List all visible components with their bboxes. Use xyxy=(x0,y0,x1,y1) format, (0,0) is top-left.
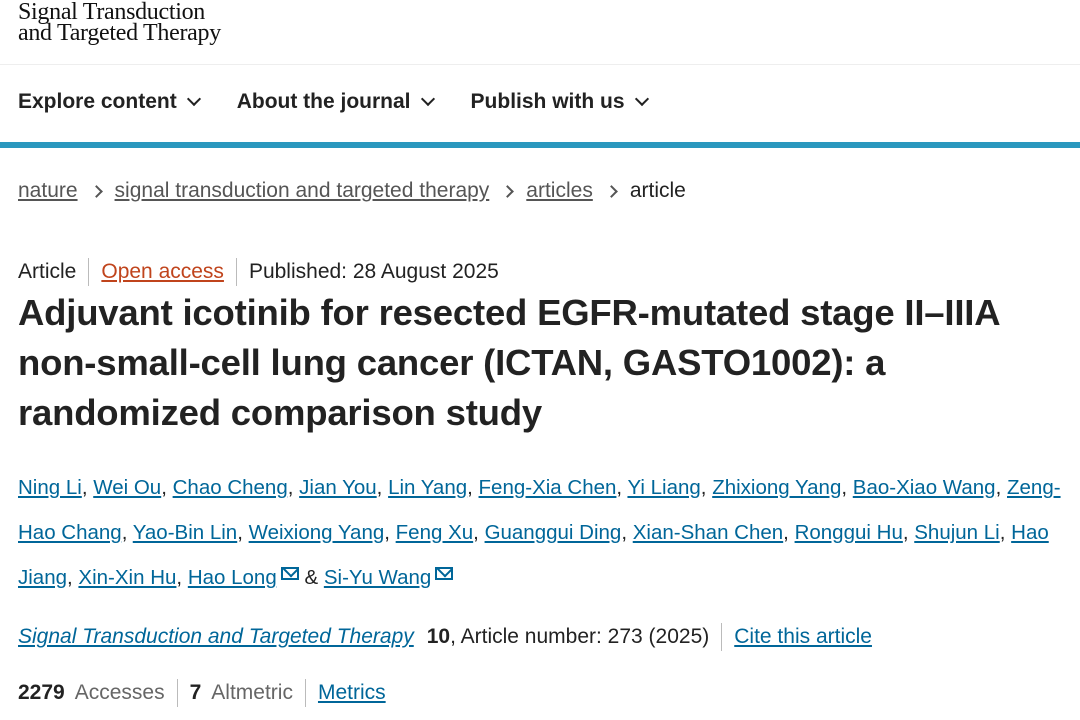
divider xyxy=(304,679,306,707)
header-divider xyxy=(0,64,1080,65)
logo-line-1: Signal Transduction xyxy=(18,0,205,25)
divider xyxy=(721,623,723,651)
nav-label: About the journal xyxy=(236,90,411,113)
article-type: Article xyxy=(18,260,77,283)
chevron-down-icon xyxy=(186,91,201,107)
author-ampersand: & xyxy=(304,566,319,589)
accesses-count: 2279 xyxy=(18,681,65,704)
citation: Signal Transduction and Targeted Therapy… xyxy=(18,623,872,651)
accesses-label: Accesses xyxy=(74,681,165,704)
breadcrumb-articles[interactable]: articles xyxy=(526,179,593,202)
email-icon[interactable] xyxy=(280,567,299,580)
chevron-right-icon xyxy=(89,184,103,198)
breadcrumb-journal[interactable]: signal transduction and targeted therapy xyxy=(114,179,490,202)
article-meta: Article Open access Published: 28 August… xyxy=(18,258,499,286)
journal-link[interactable]: Signal Transduction and Targeted Therapy xyxy=(18,625,414,648)
nav-label: Explore content xyxy=(18,90,177,113)
altmetric-label: Altmetric xyxy=(211,681,293,704)
main-nav: Explore content About the journal Publis… xyxy=(18,90,649,114)
cite-this-article-link[interactable]: Cite this article xyxy=(734,625,872,648)
author-link[interactable]: Chao Cheng xyxy=(172,476,288,499)
nav-publish[interactable]: Publish with us xyxy=(470,90,649,114)
metrics-link[interactable]: Metrics xyxy=(317,681,386,704)
page-title: Adjuvant icotinib for resected EGFR-muta… xyxy=(18,292,1000,433)
chevron-right-icon xyxy=(604,184,618,198)
author-link[interactable]: Feng Xu xyxy=(395,521,474,544)
author-link[interactable]: Feng-Xia Chen xyxy=(478,476,617,499)
author-link[interactable]: Hao Long xyxy=(187,566,277,589)
author-link[interactable]: Zeng-Hao Chang xyxy=(18,476,1061,544)
author-link[interactable]: Guanggui Ding xyxy=(484,521,622,544)
author-link[interactable]: Bao-Xiao Wang xyxy=(852,476,996,499)
nav-explore-content[interactable]: Explore content xyxy=(18,90,201,114)
chevron-right-icon xyxy=(501,184,515,198)
author-link[interactable]: Lin Yang xyxy=(388,476,468,499)
author-link[interactable]: Ning Li xyxy=(18,476,82,499)
email-icon[interactable] xyxy=(435,567,454,580)
divider xyxy=(176,679,178,707)
author-link[interactable]: Shujun Li xyxy=(914,521,1000,544)
author-link[interactable]: Ronggui Hu xyxy=(794,521,903,544)
author-link[interactable]: Si-Yu Wang xyxy=(323,566,432,589)
journal-logo[interactable]: Signal Transduction and Targeted Therapy xyxy=(18,0,221,46)
breadcrumb-nature[interactable]: nature xyxy=(18,179,78,202)
chevron-down-icon xyxy=(634,91,649,107)
author-link[interactable]: Zhixiong Yang xyxy=(712,476,842,499)
author-link[interactable]: Yao-Bin Lin xyxy=(132,521,238,544)
article-number: , Article number: 273 (2025) xyxy=(450,625,710,648)
altmetric-count: 7 xyxy=(189,681,202,704)
logo-line-2: and Targeted Therapy xyxy=(18,20,221,46)
author-link[interactable]: Hao Jiang xyxy=(18,521,1049,589)
author-link[interactable]: Xin-Xin Hu xyxy=(78,566,177,589)
author-link[interactable]: Yi Liang xyxy=(627,476,701,499)
open-access-link[interactable]: Open access xyxy=(101,260,224,283)
author-list: Ning Li, Wei Ou, Chao Cheng, Jian You, L… xyxy=(18,476,1061,589)
article-stats: 2279 Accesses 7 Altmetric Metrics xyxy=(18,679,386,707)
author-link[interactable]: Jian You xyxy=(299,476,377,499)
author-link[interactable]: Xian-Shan Chen xyxy=(632,521,784,544)
nav-about-journal[interactable]: About the journal xyxy=(236,90,435,114)
breadcrumb: nature signal transduction and targeted … xyxy=(18,179,686,203)
author-link[interactable]: Weixiong Yang xyxy=(248,521,385,544)
nav-label: Publish with us xyxy=(470,90,625,113)
author-link[interactable]: Wei Ou xyxy=(93,476,162,499)
divider xyxy=(235,258,237,286)
divider xyxy=(88,258,90,286)
accent-bar xyxy=(0,142,1080,148)
published-date: Published: 28 August 2025 xyxy=(248,260,499,283)
volume: 10 xyxy=(426,625,451,648)
breadcrumb-current: article xyxy=(629,179,686,202)
chevron-down-icon xyxy=(420,91,435,107)
